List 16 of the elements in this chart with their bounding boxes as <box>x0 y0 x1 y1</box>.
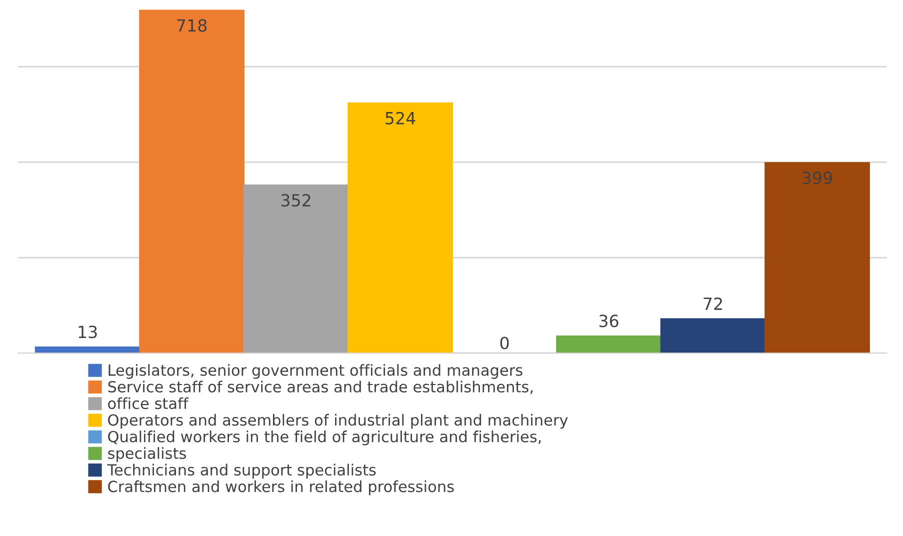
data-label: 0 <box>500 336 509 350</box>
legend-label: Service staff of service areas and trade establishments, <box>108 380 533 394</box>
data-label: 13 <box>78 326 97 338</box>
legend-label: Legislators, senior government officials and managers <box>108 364 522 379</box>
data-label: 352 <box>281 194 310 207</box>
legend-label: Qualified workers in the field of agriculture and fisheries, <box>108 430 541 446</box>
data-label: 718 <box>177 19 207 32</box>
legend-label: Technicians and support specialists <box>107 464 376 479</box>
data-label: 399 <box>802 172 832 184</box>
data-label: 72 <box>704 297 722 310</box>
data-label: 524 <box>386 112 416 124</box>
legend-label: Operators and assemblers of industrial plant and machinery <box>108 414 568 429</box>
legend-label: specialists <box>108 447 186 462</box>
legend-label: Craftsmen and workers in related professions <box>108 480 454 496</box>
data-label: 36 <box>599 314 618 328</box>
legend-label: office staff <box>108 397 189 410</box>
